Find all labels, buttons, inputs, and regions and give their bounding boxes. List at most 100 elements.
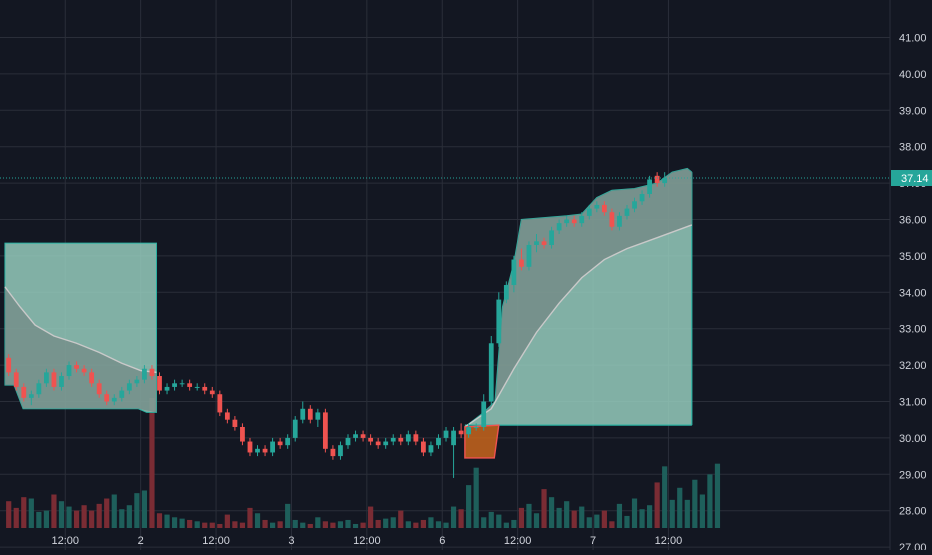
- time-tick-label: 12:00: [51, 535, 79, 547]
- volume-bar: [556, 507, 562, 528]
- candle: [66, 361, 72, 380]
- candle: [564, 215, 570, 227]
- volume-bar: [194, 521, 200, 528]
- volume-bar: [51, 494, 57, 528]
- candle-body: [142, 368, 147, 380]
- candle: [224, 408, 230, 424]
- volume-bar: [352, 523, 359, 528]
- candle-body: [307, 408, 313, 420]
- candle-body: [443, 430, 449, 438]
- volume-bar: [699, 494, 705, 528]
- volume-bar: [285, 503, 291, 528]
- volume-bar: [684, 499, 690, 528]
- candle: [398, 434, 404, 446]
- volume-bar: [28, 498, 34, 528]
- candle-body: [126, 383, 132, 391]
- volume-bar: [383, 518, 389, 528]
- candle: [44, 368, 49, 387]
- time-axis-labels: 12:00 2 12:00 3 12:00 6 12:00 7 12:00: [51, 535, 682, 547]
- candle: [194, 383, 200, 391]
- candle-body: [586, 208, 592, 216]
- candle-body: [187, 383, 193, 387]
- candle: [209, 386, 215, 398]
- volume-bar: [707, 474, 713, 528]
- volume-bar: [254, 513, 261, 528]
- candle-body: [119, 390, 125, 398]
- candle: [255, 445, 260, 457]
- candle: [142, 365, 147, 384]
- candle-body: [345, 437, 351, 446]
- volume-bar: [209, 522, 215, 528]
- time-tick-label: 12:00: [655, 535, 683, 547]
- candle: [571, 215, 577, 227]
- volume-bar: [654, 482, 660, 528]
- candle-body: [13, 372, 19, 387]
- candle-body: [270, 441, 275, 453]
- candle-body: [104, 394, 110, 402]
- volume-bar: [548, 497, 555, 528]
- candle: [240, 423, 245, 446]
- candle: [247, 437, 253, 457]
- candle-body: [209, 390, 215, 395]
- volume-bar: [594, 514, 600, 528]
- candle-body: [421, 441, 426, 453]
- volume-bar: [43, 510, 49, 528]
- candle-body: [383, 441, 389, 446]
- candle-body: [564, 219, 570, 224]
- volume-bar: [337, 521, 344, 528]
- volume-bar: [247, 507, 253, 528]
- price-tick-label: 36.00: [899, 215, 927, 227]
- candle: [157, 372, 162, 395]
- price-tick-label: 32.00: [899, 360, 927, 372]
- candle-body: [28, 394, 34, 398]
- candle-body: [240, 426, 245, 442]
- candle-body: [639, 194, 645, 202]
- time-tick-label: 3: [288, 535, 294, 547]
- candle: [13, 368, 19, 391]
- time-tick-label: 2: [138, 535, 144, 547]
- volume-bar: [224, 514, 230, 528]
- candle: [601, 201, 607, 216]
- candle-body: [81, 368, 87, 373]
- price-tick-label: 30.00: [899, 433, 927, 445]
- candle-body: [292, 419, 298, 438]
- candle: [360, 430, 366, 442]
- candle-body: [338, 445, 343, 457]
- candle: [662, 172, 668, 187]
- candle-body: [322, 412, 328, 449]
- price-tick-label: 35.00: [899, 251, 927, 263]
- last-price-badge: [891, 170, 932, 187]
- volume-bar: [330, 522, 336, 528]
- candle-body: [609, 212, 615, 227]
- candle-body: [519, 259, 524, 267]
- moving-average-left: [4, 286, 157, 374]
- candle: [481, 394, 487, 431]
- volume-bar: [466, 485, 472, 528]
- candle-body: [157, 376, 162, 391]
- candle: [345, 434, 351, 449]
- volume-bar: [586, 517, 592, 528]
- candle: [111, 394, 117, 406]
- candle: [654, 172, 660, 187]
- candle-body: [59, 376, 64, 387]
- candle-body: [330, 448, 336, 457]
- candle: [21, 383, 27, 402]
- candle: [639, 190, 645, 205]
- candle-body: [202, 386, 208, 391]
- volume-bar: [360, 522, 366, 528]
- price-tick-label: 41.00: [899, 33, 927, 45]
- candle: [126, 379, 132, 395]
- candle: [179, 379, 185, 387]
- candle: [28, 390, 34, 406]
- candle-body: [398, 437, 404, 442]
- volume-bar: [111, 494, 117, 528]
- candle-body: [164, 386, 170, 391]
- volume-bar: [503, 522, 509, 528]
- volume-bar: [375, 519, 381, 528]
- volume-bar: [714, 463, 721, 528]
- candle: [549, 226, 554, 249]
- candle: [353, 430, 358, 442]
- candle-body: [617, 215, 622, 227]
- candle-body: [89, 372, 95, 384]
